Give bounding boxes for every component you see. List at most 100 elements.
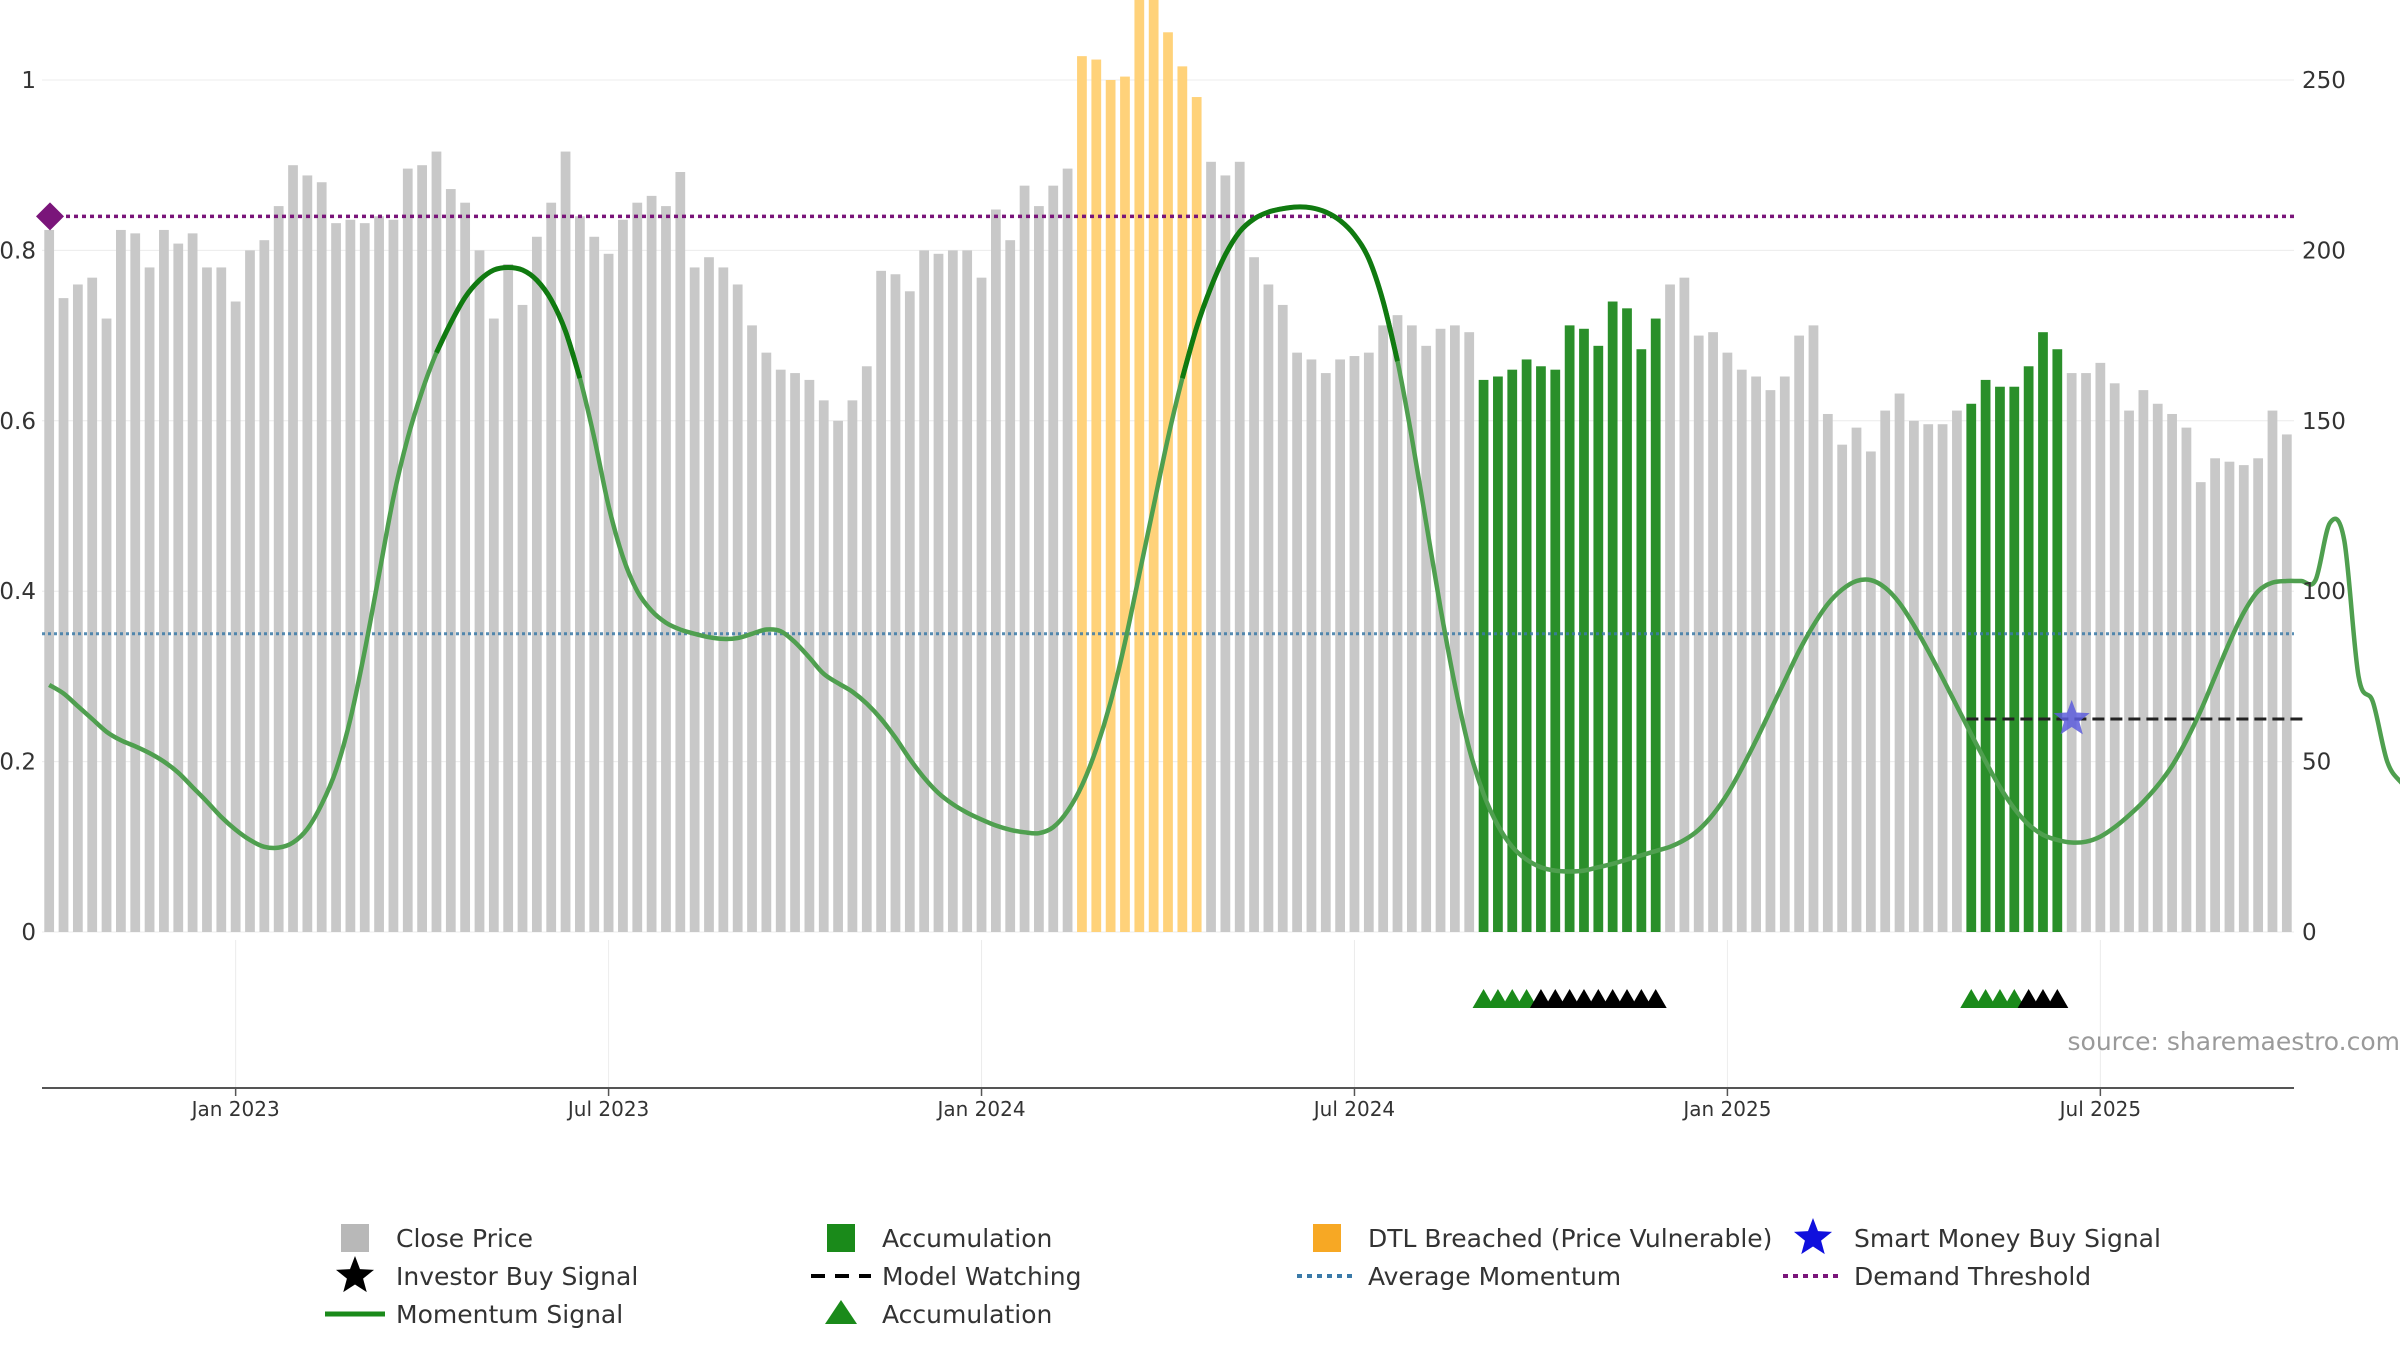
accumulation-bar [1981,380,1991,932]
close-price-bar [1378,325,1388,932]
close-price-bar [1421,346,1431,932]
close-price-bar [618,220,628,932]
close-price-bar [532,237,542,932]
accumulation-bar [1536,366,1546,932]
y-left-tick-label: 0.6 [0,409,36,435]
close-price-bar [647,196,657,932]
close-price-bar [589,237,599,932]
close-price-bar [2253,458,2263,932]
close-price-bar [561,152,571,932]
close-price-bar [977,278,987,932]
close-price-bar [1923,424,1933,932]
close-price-bar [274,206,284,932]
close-price-bar [2225,462,2235,932]
x-tick-label: Jul 2024 [1312,1097,1395,1121]
close-price-bar [1952,411,1962,932]
accumulation-bar [1522,359,1532,932]
close-price-bar [188,233,198,932]
close-price-bar [2139,390,2149,932]
legend-square-icon [827,1224,855,1252]
close-price-bar [632,203,642,932]
legend-item: Accumulation [827,1224,1052,1253]
legend-square-icon [1313,1224,1341,1252]
close-price-bar [1737,370,1747,932]
close-price-bar [546,203,556,932]
accumulation-bar [1579,329,1589,932]
close-price-bar [403,169,413,932]
source-label: source: sharemaestro.com [2068,1027,2400,1056]
accumulation-bar [2038,332,2048,932]
legend-item: Smart Money Buy Signal [1794,1218,2161,1254]
legend-item: Close Price [341,1224,533,1253]
close-price-bar [1264,284,1274,932]
close-price-bar [460,203,470,932]
close-price-bar [302,175,312,932]
close-price-bar [389,220,399,932]
close-price-bar [1665,284,1675,932]
dtl-breached-bar [1134,0,1144,932]
close-price-bar [2095,363,2105,932]
legend-label: Smart Money Buy Signal [1854,1224,2161,1253]
close-price-bar [489,319,499,932]
y-left-tick-label: 0.2 [0,750,36,776]
close-price-bar [1321,373,1331,932]
y-left-tick-label: 0.4 [0,579,36,605]
close-price-bar [173,244,183,932]
legend: Close Price Investor Buy Signal Momentum S… [325,1218,2161,1329]
legend-label: Accumulation [882,1300,1052,1329]
close-price-bar [776,370,786,932]
close-price-bar [848,400,858,932]
dtl-breached-bar [1177,66,1187,932]
accumulation-bar [1565,325,1575,932]
close-price-bar [876,271,886,932]
accumulation-bar [1651,319,1661,932]
accumulation-bar [1550,370,1560,932]
close-price-bar [747,325,757,932]
close-price-bar [317,182,327,932]
close-price-bar [417,165,427,932]
close-price-bar [1307,359,1317,932]
dtl-breached-bar [1149,0,1159,932]
accumulation-bar [1622,308,1632,932]
close-price-bar [761,353,771,932]
close-price-bar [145,267,155,932]
close-price-bar [1723,353,1733,932]
y-right-tick-label: 150 [2302,409,2346,435]
close-price-bar [862,366,872,932]
legend-label: Close Price [396,1224,533,1253]
close-price-bar [1909,421,1919,932]
close-price-bar [2239,465,2249,932]
close-price-bar [1751,376,1761,932]
close-price-bar [891,274,901,932]
legend-triangle-icon [825,1300,857,1324]
close-price-bar [819,400,829,932]
investor-buy-triangle [2046,989,2068,1008]
close-price-bar [905,291,915,932]
legend-item: Demand Threshold [1783,1262,2091,1291]
close-price-bar [962,250,972,932]
close-price-bar [202,267,212,932]
y-right-tick-label: 50 [2302,750,2331,776]
close-price-bar [934,254,944,932]
y-left-tick-label: 1 [21,68,36,94]
close-price-bar [2210,458,2220,932]
close-price-bar [159,230,169,932]
legend-square-icon [341,1224,369,1252]
close-price-bar [1464,332,1474,932]
close-price-bar [1837,445,1847,932]
legend-star-icon [336,1256,374,1292]
legend-label: Momentum Signal [396,1300,623,1329]
close-price-bar [288,165,298,932]
investor-buy-triangle [1645,989,1667,1008]
close-price-bar [245,250,255,932]
legend-label: Investor Buy Signal [396,1262,638,1291]
dtl-breached-bar [1120,77,1130,932]
close-price-bar [1708,332,1718,932]
close-price-bar [2110,383,2120,932]
close-price-bar [116,230,126,932]
legend-item: Investor Buy Signal [336,1256,638,1292]
close-price-bar [1020,186,1030,932]
accumulation-bar [1593,346,1603,932]
